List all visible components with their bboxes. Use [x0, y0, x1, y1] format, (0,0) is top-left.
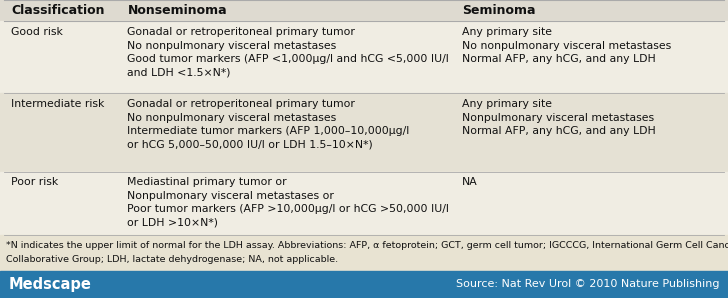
Bar [0, 0, 728, 21]
Bar [0, 21, 728, 93]
Text: Gonadal or retroperitoneal primary tumor
No nonpulmonary visceral metastases
Goo: Gonadal or retroperitoneal primary tumor… [127, 27, 449, 77]
Text: Collaborative Group; LDH, lactate dehydrogenase; NA, not applicable.: Collaborative Group; LDH, lactate dehydr… [6, 255, 338, 264]
Text: Any primary site
Nonpulmonary visceral metastases
Normal AFP, any hCG, and any L: Any primary site Nonpulmonary visceral m… [462, 100, 656, 136]
Text: Intermediate risk: Intermediate risk [11, 100, 104, 109]
Text: Medscape: Medscape [9, 277, 92, 292]
Bar [0, 271, 728, 298]
Bar [0, 235, 728, 271]
Bar [0, 93, 728, 172]
Text: Nonseminoma: Nonseminoma [127, 4, 227, 17]
Bar [0, 172, 728, 235]
Text: *N indicates the upper limit of normal for the LDH assay. Abbreviations: AFP, α : *N indicates the upper limit of normal f… [6, 241, 728, 250]
Text: Classification: Classification [11, 4, 104, 17]
Text: Source: Nat Rev Urol © 2010 Nature Publishing: Source: Nat Rev Urol © 2010 Nature Publi… [456, 279, 719, 289]
Text: Poor risk: Poor risk [11, 177, 58, 187]
Text: Mediastinal primary tumor or
Nonpulmonary visceral metastases or
Poor tumor mark: Mediastinal primary tumor or Nonpulmonar… [127, 177, 449, 227]
Text: Seminoma: Seminoma [462, 4, 536, 17]
Text: NA: NA [462, 177, 478, 187]
Text: Gonadal or retroperitoneal primary tumor
No nonpulmonary visceral metastases
Int: Gonadal or retroperitoneal primary tumor… [127, 100, 410, 150]
Text: Good risk: Good risk [11, 27, 63, 37]
Text: Any primary site
No nonpulmonary visceral metastases
Normal AFP, any hCG, and an: Any primary site No nonpulmonary viscera… [462, 27, 671, 64]
